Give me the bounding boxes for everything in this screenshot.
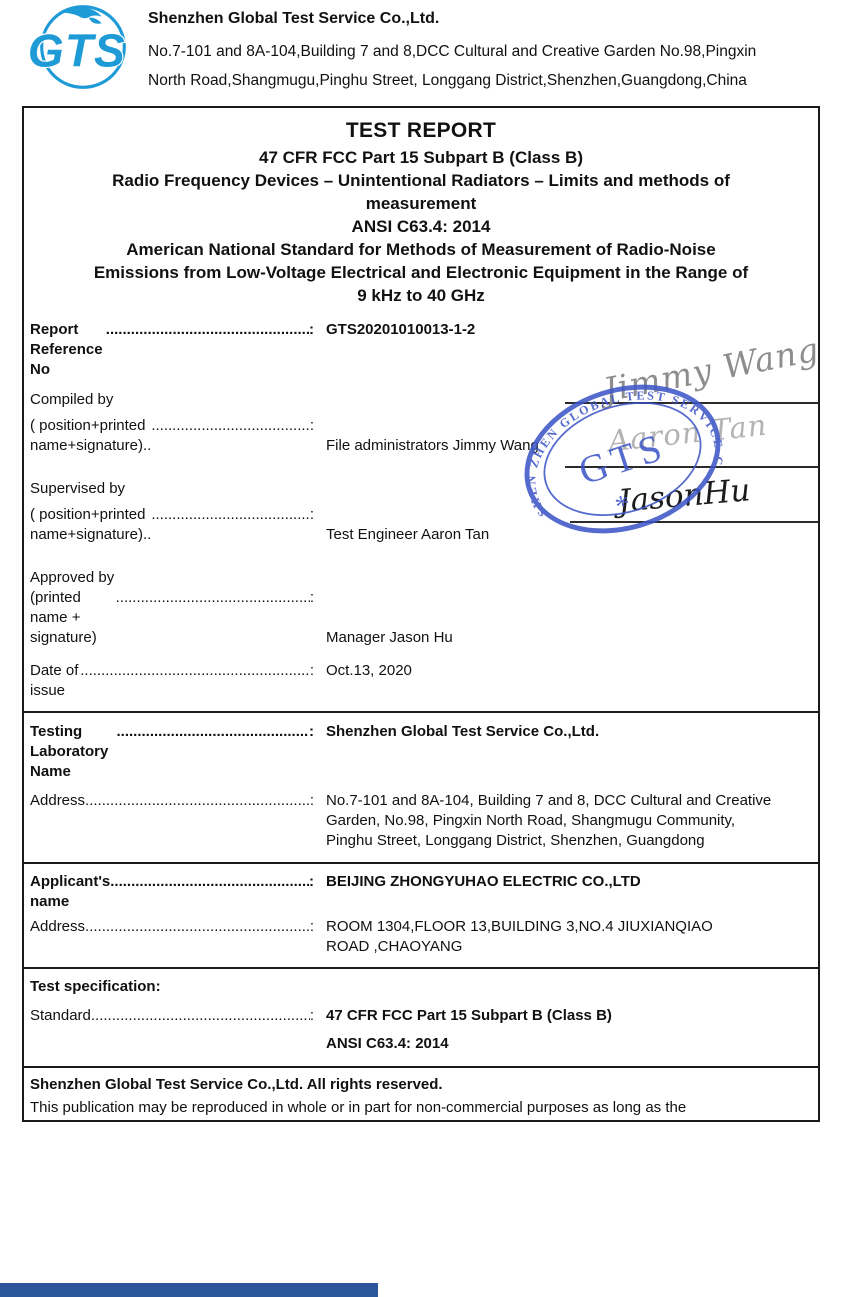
company-address-line2: North Road,Shangmugu,Pinghu Street, Long… xyxy=(148,72,747,89)
compiled-by-sublabel: ( position+printed name+signature).. xyxy=(30,417,152,454)
approved-by-sublabel: (printed name + signature) xyxy=(30,589,97,646)
laboratory-address-label: Address xyxy=(30,792,86,809)
standard-value: 47 CFR FCC Part 15 Subpart B (Class B) A… xyxy=(314,1006,818,1054)
supervised-by-value: Test Engineer Aaron Tan xyxy=(326,526,490,543)
laboratory-address-row: Address: No.7-101 and 8A-104, Building 7… xyxy=(24,791,818,851)
applicant-address-line2: ROAD ,CHAOYANG xyxy=(326,938,463,955)
applicant-address-label: Address xyxy=(30,918,86,935)
copyright-heading: Shenzhen Global Test Service Co.,Ltd. Al… xyxy=(30,1076,443,1093)
title-line-2: Radio Frequency Devices – Unintentional … xyxy=(112,171,730,190)
title-line-6: Emissions from Low-Voltage Electrical an… xyxy=(93,263,749,282)
title-line-4: ANSI C63.4: 2014 xyxy=(351,217,491,236)
laboratory-address-value: No.7-101 and 8A-104, Building 7 and 8, D… xyxy=(314,791,818,851)
signature-line-approved xyxy=(570,521,818,523)
title-line-5: American National Standard for Methods o… xyxy=(126,240,716,259)
applicant-name-row: Applicant's name: BEIJING ZHONGYUHAO ELE… xyxy=(24,872,818,912)
copyright-line2: Shenzhen Global Test Service Co.,Ltd. is… xyxy=(30,1118,810,1121)
applicant-address-line1: ROOM 1304,FLOOR 13,BUILDING 3,NO.4 JIUXI… xyxy=(326,918,713,935)
report-title: TEST REPORT xyxy=(345,119,497,142)
applicant-address-row: Address: ROOM 1304,FLOOR 13,BUILDING 3,N… xyxy=(24,917,818,957)
report-reference-value: GTS20201010013-1-2 xyxy=(326,321,476,338)
standard-line2: ANSI C63.4: 2014 xyxy=(326,1035,449,1052)
company-address-line1: No.7-101 and 8A-104,Building 7 and 8,DCC… xyxy=(148,43,757,60)
approved-by-value: Manager Jason Hu xyxy=(326,629,453,646)
copyright-line1: This publication may be reproduced in wh… xyxy=(30,1099,687,1116)
report-reference-row: Report Reference No: GTS20201010013-1-2 xyxy=(24,320,818,380)
test-specification-heading: Test specification: xyxy=(30,978,161,995)
stamp-center-text: GTS xyxy=(574,425,672,493)
footer-bar xyxy=(0,1283,378,1297)
title-line-3: measurement xyxy=(365,194,477,213)
applicant-section: Applicant's name: BEIJING ZHONGYUHAO ELE… xyxy=(24,862,818,967)
compiled-by-value: File administrators Jimmy Wang xyxy=(326,437,539,454)
supervised-by-sublabel: ( position+printed name+signature).. xyxy=(30,506,152,543)
laboratory-address-line1: No.7-101 and 8A-104, Building 7 and 8, D… xyxy=(326,792,772,809)
standard-line1: 47 CFR FCC Part 15 Subpart B (Class B) xyxy=(326,1007,612,1024)
date-of-issue-value: Oct.13, 2020 xyxy=(326,662,412,679)
logo-letters: GTS xyxy=(28,25,126,77)
laboratory-name-value: Shenzhen Global Test Service Co.,Ltd. xyxy=(326,723,600,740)
report-reference-label: Report Reference No xyxy=(30,321,103,378)
title-block: TEST REPORT 47 CFR FCC Part 15 Subpart B… xyxy=(24,108,818,310)
signature-line-supervised xyxy=(565,466,818,468)
laboratory-section: Testing Laboratory Name : Shenzhen Globa… xyxy=(24,711,818,862)
applicant-name-label: Applicant's name xyxy=(30,873,111,910)
compiled-by-row: Compiled by ( position+printed name+sign… xyxy=(24,390,818,456)
laboratory-address-line3: Pinghu Street, Longgang District, Shenzh… xyxy=(326,832,705,849)
approval-section: Report Reference No: GTS20201010013-1-2 … xyxy=(24,310,818,711)
gts-company-stamp-icon: SHEN ZHEN GLOBAL TEST SERVICE CO.,LTD GT… xyxy=(505,370,733,534)
applicant-name-value: BEIJING ZHONGYUHAO ELECTRIC CO.,LTD xyxy=(326,873,641,890)
laboratory-name-row: Testing Laboratory Name : Shenzhen Globa… xyxy=(24,722,818,782)
approved-by-label: Approved by xyxy=(30,569,115,586)
company-block: Shenzhen Global Test Service Co.,Ltd. No… xyxy=(148,8,828,95)
test-specification-section: Test specification: Standard : 47 CFR FC… xyxy=(24,967,818,1066)
signature-line-compiled xyxy=(565,402,818,404)
supervised-by-row: Supervised by ( position+printed name+si… xyxy=(24,479,818,545)
company-name: Shenzhen Global Test Service Co.,Ltd. xyxy=(148,10,440,27)
stamp-star: * xyxy=(611,488,635,523)
standard-label: Standard xyxy=(30,1007,91,1024)
date-of-issue-label: Date of issue xyxy=(30,662,79,699)
date-of-issue-row: Date of issue: Oct.13, 2020 xyxy=(24,661,818,701)
laboratory-address-line2: Garden, No.98, Pingxin North Road, Shang… xyxy=(326,812,736,829)
report-box: TEST REPORT 47 CFR FCC Part 15 Subpart B… xyxy=(22,106,820,1122)
title-line-1: 47 CFR FCC Part 15 Subpart B (Class B) xyxy=(258,148,583,167)
copyright-section: Shenzhen Global Test Service Co.,Ltd. Al… xyxy=(24,1066,818,1121)
gts-logo-icon: GTS xyxy=(27,5,126,89)
approved-by-row: Approved by (printed name + signature) :… xyxy=(24,568,818,648)
letterhead: GTS Shenzhen Global Test Service Co.,Ltd… xyxy=(0,0,841,100)
title-line-7: 9 kHz to 40 GHz xyxy=(357,286,485,305)
copyright-body: This publication may be reproduced in wh… xyxy=(24,1095,818,1121)
standard-row: Standard : 47 CFR FCC Part 15 Subpart B … xyxy=(24,1006,818,1054)
laboratory-name-label: Testing Laboratory Name xyxy=(30,723,109,780)
applicant-address-value: ROOM 1304,FLOOR 13,BUILDING 3,NO.4 JIUXI… xyxy=(314,917,818,957)
compiled-by-label: Compiled by xyxy=(30,391,114,408)
supervised-by-label: Supervised by xyxy=(30,480,126,497)
